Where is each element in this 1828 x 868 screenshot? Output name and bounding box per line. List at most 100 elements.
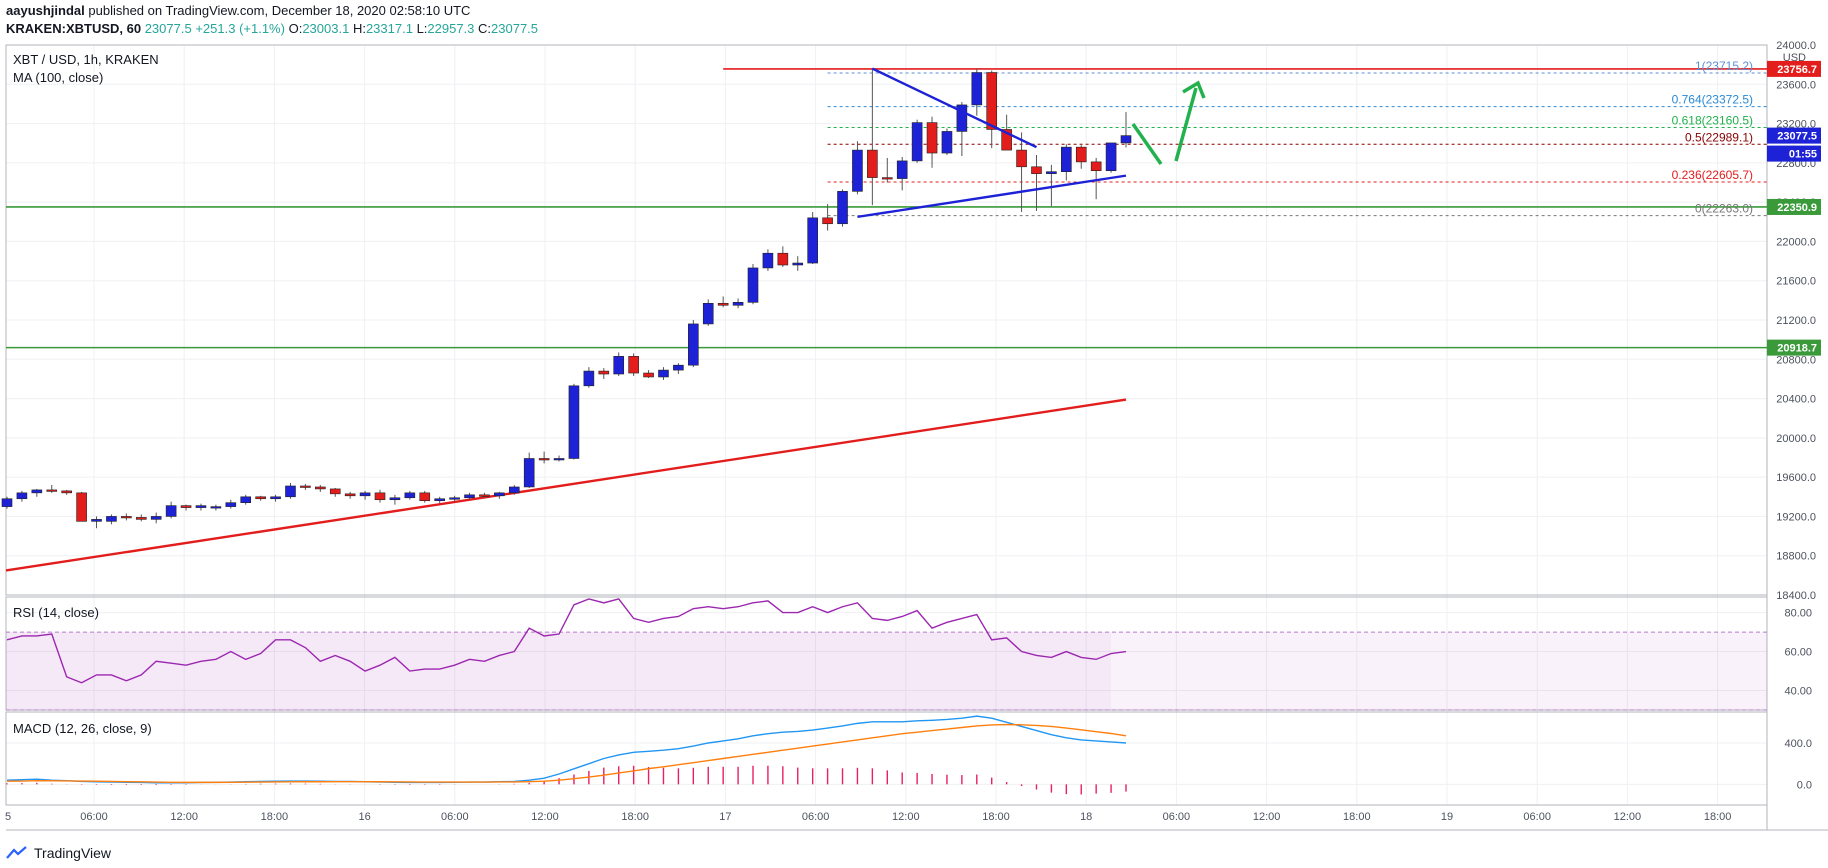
rsi-band-fill <box>1111 632 1767 710</box>
last-price: 23077.5 <box>144 21 192 36</box>
fib-level-label: 0(22263.0) <box>1695 202 1753 216</box>
macd-tick-label: 400.0 <box>1784 738 1812 750</box>
horizontal-levels <box>6 68 1767 349</box>
candle-body <box>568 385 580 459</box>
chart-header: aayushjindal published on TradingView.co… <box>6 2 1206 38</box>
candles <box>1 68 1132 529</box>
open-value: 23003.1 <box>302 21 350 36</box>
lower-trendline <box>857 174 1127 219</box>
candle-body <box>165 505 177 517</box>
candle-body <box>508 486 520 494</box>
price-tick-label: 19600.0 <box>1776 472 1816 484</box>
author-name[interactable]: aayushjindal <box>6 3 85 18</box>
projection-arrows <box>1131 80 1206 166</box>
candle-body <box>986 72 998 130</box>
candle-body <box>1061 146 1072 172</box>
candle-body <box>1105 142 1117 172</box>
footer: TradingView <box>6 842 111 864</box>
candle-body <box>270 496 281 500</box>
candle-body <box>449 497 460 500</box>
time-tick-label: 18 <box>1080 811 1092 823</box>
rsi-tick-label: 60.00 <box>1784 647 1812 659</box>
price-tag-bg <box>1767 60 1821 77</box>
candle-body <box>359 492 371 497</box>
candle-body <box>837 191 848 225</box>
candle-body <box>225 502 237 507</box>
price-tick-label: 22000.0 <box>1776 236 1816 248</box>
rsi-band-fill <box>6 632 1111 710</box>
candle-body <box>121 516 132 519</box>
fib-level-label: 0.618(23160.5) <box>1672 113 1753 127</box>
time-tick-label: 18:00 <box>261 811 289 823</box>
candle-body <box>941 131 953 154</box>
candle-body <box>598 370 610 375</box>
candle-body <box>673 364 684 371</box>
candle-body <box>315 486 326 490</box>
candle-body <box>300 485 311 488</box>
price-tags: 23756.7 23077.5 01:55 22350.9 20918.7 <box>1767 60 1821 356</box>
candle-body <box>553 458 565 461</box>
macd-line <box>6 715 1127 784</box>
candle-body <box>31 489 43 494</box>
candle-body <box>1031 166 1042 174</box>
fib-level-label: 1(23715.2) <box>1695 59 1753 73</box>
time-tick-label: 12:00 <box>170 811 198 823</box>
candle-body <box>613 356 625 375</box>
candle-body <box>717 303 729 306</box>
rsi-tick-label: 80.00 <box>1784 608 1812 620</box>
macd-lines <box>6 715 1127 795</box>
candle-body <box>881 177 893 180</box>
price-tag-label: 23077.5 <box>1777 131 1817 143</box>
price-tag-bg <box>1767 339 1821 356</box>
candle-body <box>911 122 923 162</box>
publish-info: published on TradingView.com, December 1… <box>88 3 471 18</box>
time-tick-label: 06:00 <box>80 811 108 823</box>
candle-body <box>628 356 639 374</box>
time-tick-label: 18:00 <box>621 811 649 823</box>
candle-body <box>1 498 13 507</box>
fib-level-label: 0.5(22989.1) <box>1685 130 1753 144</box>
candle-body <box>926 122 938 154</box>
footer-brand[interactable]: TradingView <box>34 845 112 861</box>
candle-body <box>240 496 252 503</box>
low-value: 22957.3 <box>427 21 475 36</box>
candle-body <box>956 104 968 132</box>
candle-body <box>61 490 72 494</box>
candle-body <box>106 516 117 522</box>
candle-body <box>867 149 878 178</box>
candle-body <box>434 498 445 502</box>
candle-body <box>971 72 983 106</box>
candle-body <box>1120 135 1132 144</box>
candle-body <box>807 217 818 264</box>
time-tick-label: 06:00 <box>1163 811 1191 823</box>
price-tick-label: 21200.0 <box>1776 315 1816 327</box>
price-tag-bg <box>1767 145 1821 162</box>
price-tick-label: 21600.0 <box>1776 276 1816 288</box>
candle-body <box>538 458 550 461</box>
time-tick-label: 18:00 <box>1343 811 1371 823</box>
time-tick-label: 06:00 <box>1523 811 1551 823</box>
time-tick-label: 18:00 <box>1704 811 1732 823</box>
candle-body <box>896 160 908 179</box>
triangle-trendlines <box>857 67 1127 219</box>
candle-body <box>464 494 475 499</box>
candle-body <box>1016 149 1027 168</box>
fibonacci-levels: 1(23715.2) 0.764(23372.5) 0.618(23160.5) 0.… <box>827 59 1767 217</box>
signal-line <box>6 723 1127 784</box>
pane-frame <box>5 711 1768 806</box>
close-value: 23077.5 <box>491 21 539 36</box>
high-label: H: <box>352 21 366 36</box>
rsi-tick-label: 40.00 <box>1784 686 1812 698</box>
ma-line <box>5 398 1127 572</box>
candle-body <box>135 517 147 520</box>
candle-body <box>210 506 222 509</box>
time-tick-label: 06:00 <box>802 811 830 823</box>
price-tick-label: 23600.0 <box>1776 79 1816 91</box>
price-tick-label: 23200.0 <box>1776 119 1816 131</box>
chart-canvas[interactable]: 1(23715.2) 0.764(23372.5) 0.618(23160.5) 0.… <box>0 0 1828 840</box>
price-tag-bg <box>1767 127 1821 144</box>
rsi-band <box>6 631 1767 711</box>
price-tag-label: 01:55 <box>1789 149 1817 161</box>
candle-body <box>180 505 192 508</box>
tradingview-logo-icon <box>6 846 27 859</box>
